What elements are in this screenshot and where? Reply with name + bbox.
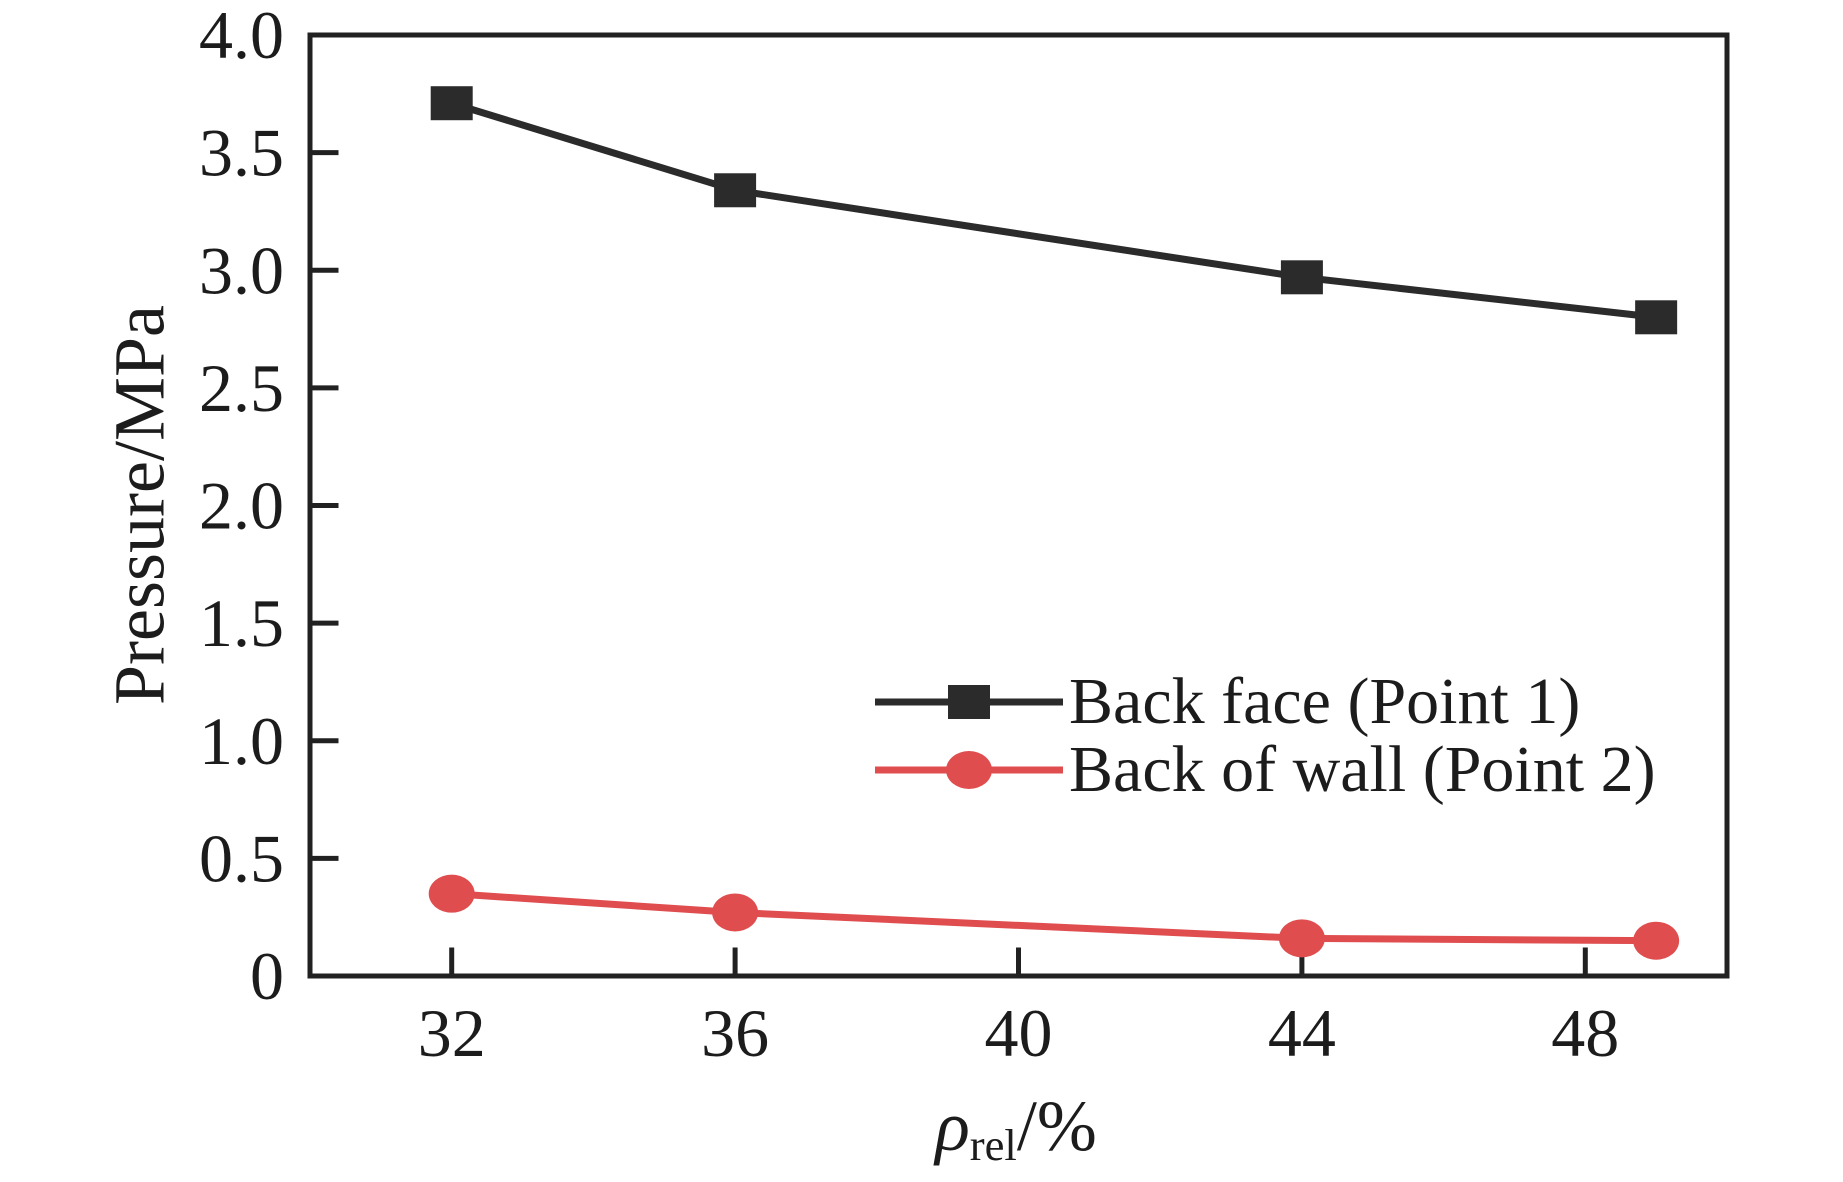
square-marker xyxy=(714,173,757,208)
legend-label: Back of wall (Point 2) xyxy=(1069,733,1656,806)
circle-marker xyxy=(946,751,992,789)
y-tick-label: 1.5 xyxy=(199,585,284,661)
x-tick-label: 36 xyxy=(701,995,769,1071)
x-axis-label-subscript: rel xyxy=(969,1119,1017,1170)
y-tick-label: 2.5 xyxy=(199,350,284,426)
legend-swatch-square-icon xyxy=(875,685,1063,719)
y-tick-label: 0.5 xyxy=(199,820,284,896)
x-axis-label-unit: /% xyxy=(1016,1086,1097,1167)
y-tick-label: 4.0 xyxy=(199,0,284,73)
series-line xyxy=(450,99,1657,321)
circle-marker xyxy=(712,893,759,932)
series-1 xyxy=(428,874,1680,960)
x-axis-label: ρrel/% xyxy=(935,1085,1097,1171)
y-axis-label: Pressure/MPa xyxy=(99,305,180,705)
x-tick-label: 48 xyxy=(1551,995,1619,1071)
x-axis-label-rho: ρ xyxy=(935,1086,970,1167)
square-marker xyxy=(948,685,990,719)
legend-entry-back-face: Back face (Point 1) xyxy=(871,668,1656,736)
x-tick-label: 40 xyxy=(985,995,1053,1071)
y-tick-label: 0 xyxy=(250,938,284,1014)
legend: Back face (Point 1) Back of wall (Point … xyxy=(871,668,1656,804)
circle-marker xyxy=(1278,919,1325,958)
legend-swatch-circle-icon xyxy=(875,751,1063,789)
y-tick-label: 3.0 xyxy=(199,232,284,308)
y-tick-label: 2.0 xyxy=(199,468,284,544)
y-tick-label: 1.0 xyxy=(199,703,284,779)
legend-entry-back-of-wall: Back of wall (Point 2) xyxy=(871,736,1656,804)
series-0 xyxy=(430,86,1678,335)
x-tick-label: 32 xyxy=(418,995,486,1071)
plot-frame xyxy=(307,32,1730,979)
legend-label: Back face (Point 1) xyxy=(1069,665,1581,738)
circle-marker xyxy=(428,874,475,913)
square-marker xyxy=(1635,300,1678,335)
square-marker xyxy=(1280,260,1323,295)
y-tick-label: 3.5 xyxy=(199,115,284,191)
circle-marker xyxy=(1633,921,1680,960)
series-line xyxy=(451,890,1657,945)
x-tick-label: 44 xyxy=(1268,995,1336,1071)
square-marker xyxy=(430,86,473,121)
